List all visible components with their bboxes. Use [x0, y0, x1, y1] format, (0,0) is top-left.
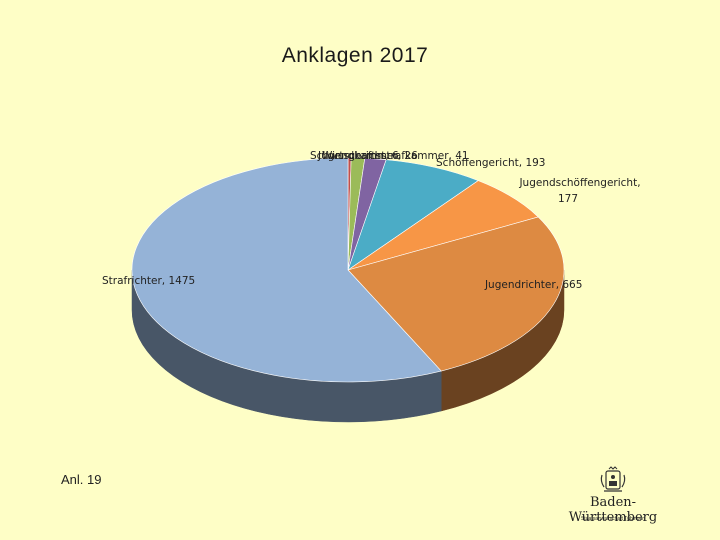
data-label-jugendrichter: Jugendrichter, 665: [484, 279, 582, 291]
data-label-jugendschoeffengericht: Jugendschöffengericht,: [518, 177, 640, 189]
data-label-strafrichter: Strafrichter, 1475: [102, 275, 195, 287]
data-label-small-slice-0: Schwurgericht, 6: [310, 150, 399, 162]
pie-top-faces: [131, 157, 565, 383]
data-label-schoeffengericht: Schöffengericht, 193: [436, 157, 546, 169]
logo-subtitle: Staatsanwaltschaft Tübingen: [580, 516, 646, 522]
chart-title: Anklagen 2017: [281, 44, 429, 67]
data-label-small-slice-2: Wirtschaftsstrafkammer, 41: [322, 150, 469, 162]
pie-slice-jugendrichter: [347, 216, 565, 372]
data-label-jugendschoeffengericht-value: 177: [558, 193, 578, 205]
slide-label: Anl. 19: [61, 472, 102, 487]
pie-slice-strafrichter: [131, 157, 442, 383]
logo: Baden-Württemberg Staatsanwaltschaft Tüb…: [548, 465, 678, 525]
data-label-small-slice-1: Jugendkammer, 26: [317, 150, 418, 162]
pie-slice-schöffengericht: [347, 159, 479, 271]
logo-text: Baden-Württemberg: [568, 495, 658, 525]
coat-of-arms-icon: [600, 466, 626, 492]
